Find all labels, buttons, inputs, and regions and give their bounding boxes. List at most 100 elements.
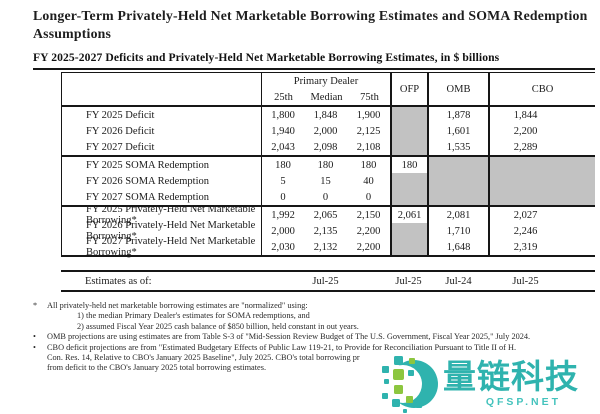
cell-pd-75th: 1,900 — [356, 109, 381, 121]
cell-ofp-blank — [390, 223, 427, 239]
cell-pd-25th: 2,043 — [261, 139, 304, 155]
subtitle-rule — [33, 68, 595, 70]
table-row: FY 2027 Deficit 2,043 2,098 2,108 1,535 … — [61, 139, 595, 155]
footnote-subline: 1) the median Primary Dealer's estimates… — [77, 311, 310, 321]
cell-pd-25th: 5 — [261, 173, 304, 189]
cell-ofp: 180 — [390, 157, 427, 173]
table-row: FY 2026 Privately-Held Net Marketable Bo… — [61, 220, 595, 242]
row-label: FY 2027 Deficit — [61, 139, 261, 155]
header-cbo: CBO — [531, 83, 554, 95]
cell-ofp-blank — [390, 123, 427, 139]
table-row: FY 2026 Deficit 1,940 2,000 2,125 1,601 … — [61, 123, 595, 139]
header-25th: 25th — [274, 91, 293, 103]
cell-pd-75th: 2,200 — [356, 241, 381, 253]
cell-pd-75th: 0 — [365, 191, 372, 203]
footnote-line: CBO deficit projections are from "Estima… — [47, 342, 517, 352]
borrowing-estimates-table: Primary Dealer 25th Median 75th OFP OMB … — [61, 72, 595, 258]
cell-omb: 1,535 — [427, 139, 490, 155]
footnote-bullet: * — [33, 301, 38, 310]
header-primary-dealer: Primary Dealer — [293, 75, 359, 87]
cell-pd-75th: 180 — [360, 159, 377, 171]
section-soma-redemption: FY 2025 SOMA Redemption 180 180 180 180 … — [61, 155, 595, 205]
cell-cbo: 1,844 — [513, 109, 538, 121]
cell-cbo-blank — [490, 157, 595, 173]
cell-pd-75th: 2,200 — [356, 225, 381, 237]
cell-omb-blank — [427, 157, 490, 173]
footnote-bullet: • — [33, 332, 36, 342]
cell-pd-median: 180 — [317, 159, 334, 171]
cell-pd-median: 2,000 — [313, 125, 338, 137]
cell-cbo-blank — [490, 189, 595, 205]
cell-cbo: 2,246 — [513, 225, 538, 237]
table-row: FY 2025 SOMA Redemption 180 180 180 180 — [61, 157, 595, 173]
cell-omb: 1,878 — [427, 107, 490, 123]
footnotes: * All privately-held net marketable borr… — [33, 301, 599, 374]
table-header: Primary Dealer 25th Median 75th OFP OMB … — [61, 73, 595, 107]
footnote-line: from deficit to the CBO's January 2025 t… — [47, 363, 267, 373]
cell-pd-median: 1,848 — [313, 109, 338, 121]
header-75th: 75th — [360, 91, 379, 103]
estimates-omb: Jul-24 — [445, 275, 472, 287]
cell-pd-75th: 40 — [363, 175, 374, 187]
cell-pd-25th: 0 — [261, 189, 304, 205]
cell-omb: 2,081 — [427, 207, 490, 223]
cell-cbo-blank — [490, 173, 595, 189]
watermark-url-text: QFSP.NET — [485, 395, 561, 408]
cell-cbo: 2,289 — [513, 141, 538, 153]
table-row: FY 2027 SOMA Redemption 0 0 0 — [61, 189, 595, 205]
cell-omb: 1,648 — [427, 239, 490, 255]
cell-ofp: 2,061 — [390, 207, 427, 223]
section-borrowing: FY 2025 Privately-Held Net Marketable Bo… — [61, 204, 595, 258]
footnote-normalized: * All privately-held net marketable borr… — [33, 301, 599, 332]
estimates-ofp: Jul-25 — [395, 275, 422, 287]
cell-ofp-blank — [390, 173, 427, 189]
cell-pd-median: 0 — [322, 191, 329, 203]
footnote-bullet: • — [33, 342, 36, 352]
cell-pd-25th: 1,992 — [261, 207, 304, 223]
header-median: Median — [310, 91, 343, 103]
footnote-line: OMB projections are using estimates are … — [47, 332, 531, 342]
header-primary-dealer-group: Primary Dealer 25th Median 75th — [261, 73, 390, 105]
cell-pd-median: 2,065 — [313, 209, 338, 221]
estimates-as-of-strip: Estimates as of: Jul-25 Jul-25 Jul-24 Ju… — [61, 270, 595, 292]
table-row: FY 2025 Deficit 1,800 1,848 1,900 1,878 … — [61, 107, 595, 123]
header-empty-cell — [61, 73, 261, 105]
watermark-brand-text: 量链科技 — [443, 359, 579, 396]
watermark-logo-icon — [381, 355, 439, 413]
cell-pd-75th: 2,150 — [356, 209, 381, 221]
cell-pd-median: 2,135 — [313, 225, 338, 237]
cell-pd-median: 15 — [320, 175, 331, 187]
table-row: FY 2025 Privately-Held Net Marketable Bo… — [61, 204, 595, 226]
footnote-subline: 2) assumed Fiscal Year 2025 cash balance… — [77, 321, 359, 331]
cell-pd-25th: 1,800 — [261, 107, 304, 123]
estimates-75th-empty — [347, 272, 390, 290]
footnote-omb: • OMB projections are using estimates ar… — [33, 332, 599, 342]
cell-pd-75th: 2,108 — [356, 141, 381, 153]
row-label: FY 2026 Privately-Held Net Marketable Bo… — [61, 220, 261, 242]
cell-omb-blank — [427, 189, 490, 205]
estimates-25th-empty — [261, 272, 304, 290]
header-ofp: OFP — [390, 73, 427, 105]
cell-pd-median: 2,132 — [313, 241, 338, 253]
cell-pd-25th: 2,030 — [261, 239, 304, 255]
row-label: FY 2026 SOMA Redemption — [61, 173, 261, 189]
cell-omb: 1,601 — [427, 123, 490, 139]
cell-ofp-blank — [390, 139, 427, 155]
cell-pd-median: 2,098 — [313, 141, 338, 153]
page-title: Longer-Term Privately-Held Net Marketabl… — [33, 8, 588, 41]
footnote-cbo: • CBO deficit projections are from "Esti… — [33, 343, 599, 374]
cell-cbo: 2,027 — [513, 209, 538, 221]
header-omb: OMB — [427, 73, 490, 105]
table-subtitle: FY 2025-2027 Deficits and Privately-Held… — [33, 51, 500, 64]
cell-ofp-blank — [390, 189, 427, 205]
cell-pd-75th: 2,125 — [356, 125, 381, 137]
cell-pd-25th: 2,000 — [261, 223, 304, 239]
cell-cbo: 2,319 — [513, 241, 538, 253]
cell-cbo: 2,200 — [513, 125, 538, 137]
watermark: 量链科技 QFSP.NET — [381, 354, 600, 414]
cell-pd-25th: 1,940 — [261, 123, 304, 139]
row-label: FY 2025 Deficit — [61, 107, 261, 123]
table-row: FY 2026 SOMA Redemption 5 15 40 — [61, 173, 595, 189]
cell-ofp-blank — [390, 239, 427, 255]
